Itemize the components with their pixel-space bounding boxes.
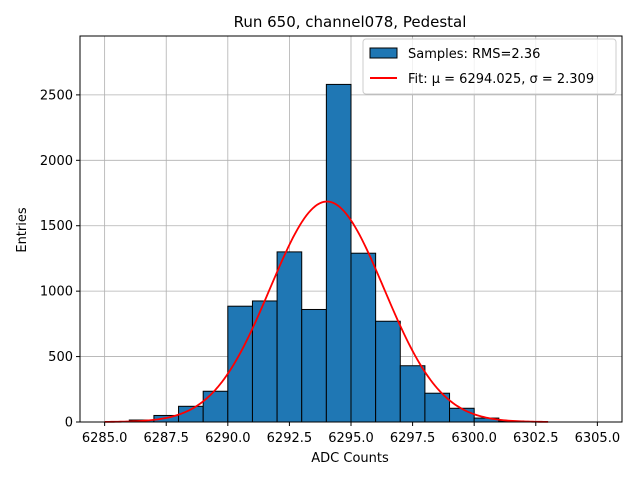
fit-curve: [104, 200, 549, 423]
x-tick-label: 6287.5: [143, 431, 189, 446]
histogram-bar: [202, 390, 229, 423]
x-tick-label: 6297.5: [390, 431, 436, 446]
legend-box: [362, 38, 617, 95]
x-tick-label: 6305.0: [575, 431, 621, 446]
histogram-bar: [399, 365, 426, 423]
x-tick-label: 6302.5: [513, 431, 559, 446]
legend: Samples: RMS=2.36 Fit: μ = 6294.025, σ =…: [362, 38, 617, 95]
histogram-bars: [128, 83, 524, 423]
x-axis-ticks: 6285.0 6287.5 6290.0 6292.5 6295.0 6297.5 6300…: [82, 422, 620, 446]
histogram-bar: [449, 407, 475, 423]
y-tick-label: 2500: [40, 88, 73, 103]
y-tick-label: 0: [65, 416, 73, 431]
histogram-bar: [227, 305, 253, 423]
histogram-bar: [350, 252, 377, 423]
x-tick-label: 6290.0: [205, 431, 251, 446]
legend-patch-samples: [369, 47, 398, 59]
legend-label-fit: Fit: μ = 6294.025, σ = 2.309: [408, 72, 594, 87]
x-axis-label: ADC Counts: [311, 451, 389, 466]
y-tick-label: 500: [48, 350, 73, 365]
histogram-bar: [424, 392, 451, 423]
chart-title: Run 650, channel078, Pedestal: [234, 13, 467, 31]
histogram-bar: [301, 308, 327, 423]
x-tick-label: 6285.0: [82, 431, 128, 446]
y-tick-label: 2000: [40, 154, 73, 169]
x-tick-label: 6300.0: [451, 431, 497, 446]
histogram-bar: [325, 83, 352, 423]
y-axis-ticks: 0 500 1000 1500 2000 2500: [40, 88, 80, 431]
y-tick-label: 1500: [40, 219, 73, 234]
legend-label-samples: Samples: RMS=2.36: [408, 47, 540, 62]
histogram-bar: [375, 320, 401, 423]
y-axis-label: Entries: [15, 207, 30, 253]
x-tick-label: 6292.5: [267, 431, 313, 446]
x-tick-label: 6295.0: [328, 431, 374, 446]
fit-curve-group: [104, 200, 549, 423]
histogram-bar: [276, 251, 303, 423]
y-tick-label: 1000: [40, 285, 73, 300]
